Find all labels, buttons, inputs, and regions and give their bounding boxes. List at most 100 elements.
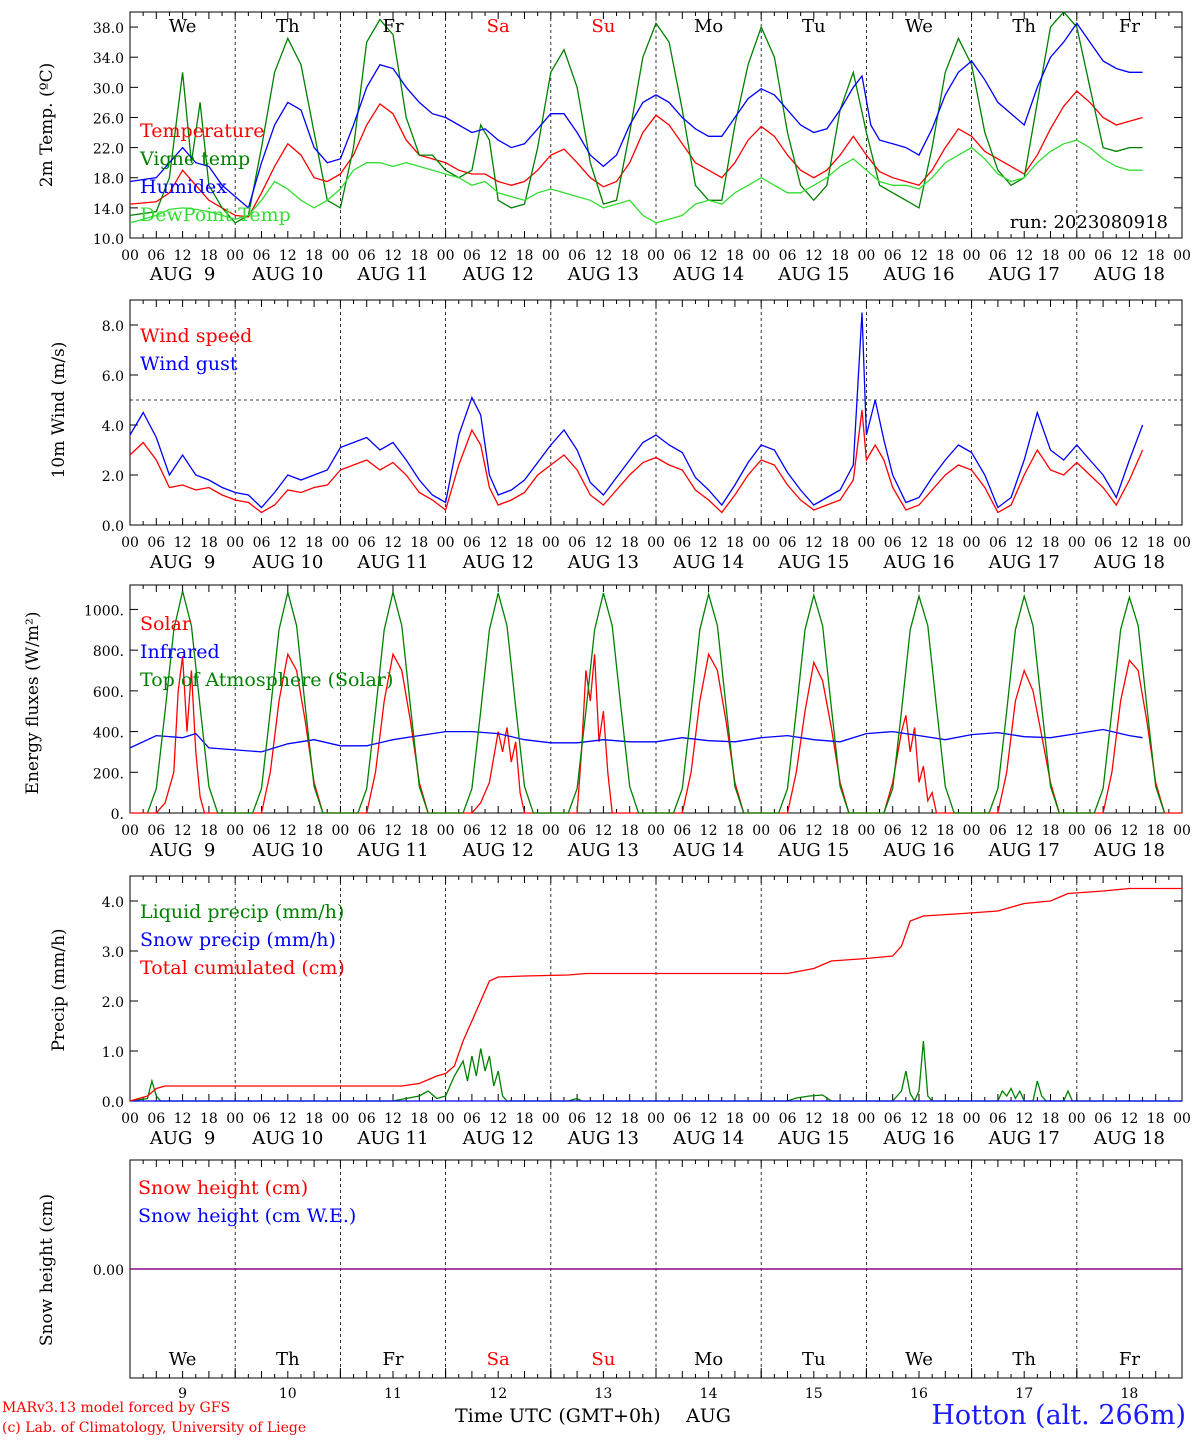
precip-hour-label: 06 [358, 1111, 376, 1127]
wind-date-label: AUG 9 [149, 552, 215, 573]
energy-hour-label: 00 [121, 823, 139, 839]
wind-hour-label: 12 [1120, 535, 1138, 551]
snow-date-number: 15 [805, 1386, 823, 1402]
energy-date-label: AUG 11 [356, 840, 428, 861]
wind-hour-label: 12 [174, 535, 192, 551]
wind-hour-label: 18 [1147, 535, 1165, 551]
wind-hour-label: 06 [673, 535, 691, 551]
precip-hour-label: 00 [226, 1111, 244, 1127]
wind-y-tick-label: 2.0 [102, 469, 124, 485]
temperature-date-label: AUG 18 [1093, 264, 1165, 285]
temperature-hour-label: 18 [1147, 248, 1165, 264]
temperature-hour-label: 06 [358, 248, 376, 264]
temperature-y-tick-label: 26.0 [93, 111, 124, 127]
energy-hour-label: 06 [1094, 823, 1112, 839]
energy-panel: Energy fluxes (W/m²) 00 06 12 18 00 06 12 18 00 0… [23, 584, 1191, 861]
wind-legend-1: Wind gust [140, 353, 238, 375]
precip-hour-label: 12 [805, 1111, 823, 1127]
temperature-hour-label: 00 [1068, 248, 1086, 264]
temperature-weekday-label: Su [591, 16, 615, 37]
temperature-y-tick-label: 30.0 [93, 81, 124, 97]
energy-hour-label: 18 [726, 823, 744, 839]
snow-date-number: 12 [489, 1386, 507, 1402]
energy-hour-label: 18 [1147, 823, 1165, 839]
wind-hour-label: 00 [752, 535, 770, 551]
temperature-hour-label: 12 [910, 248, 928, 264]
wind-date-label: AUG 10 [251, 552, 323, 573]
temperature-hour-label: 00 [857, 248, 875, 264]
wind-hour-label: 12 [489, 535, 507, 551]
energy-date-label: AUG 17 [988, 840, 1060, 861]
energy-hour-label: 00 [1173, 823, 1191, 839]
temperature-series-3 [129, 139, 1143, 224]
precip-hour-label: 12 [910, 1111, 928, 1127]
wind-y-tick-label: 6.0 [102, 369, 124, 385]
temperature-hour-label: 00 [226, 248, 244, 264]
energy-hour-label: 00 [1068, 823, 1086, 839]
precip-y-tick-label: 0.0 [102, 1095, 124, 1111]
energy-legend-1: Infrared [140, 641, 220, 663]
wind-hour-label: 12 [384, 535, 402, 551]
energy-hour-label: 00 [752, 823, 770, 839]
temperature-y-tick-label: 14.0 [93, 202, 124, 218]
wind-hour-label: 00 [226, 535, 244, 551]
temperature-hour-label: 18 [831, 248, 849, 264]
wind-hour-label: 18 [1042, 535, 1060, 551]
snow-date-number: 17 [1015, 1386, 1033, 1402]
energy-hour-label: 06 [358, 823, 376, 839]
temperature-hour-label: 06 [253, 248, 271, 264]
wind-hour-label: 00 [1068, 535, 1086, 551]
temperature-hour-label: 00 [647, 248, 665, 264]
temperature-hour-label: 06 [673, 248, 691, 264]
energy-hour-label: 18 [200, 823, 218, 839]
precip-series-0 [129, 1040, 1182, 1103]
temperature-hour-label: 00 [542, 248, 560, 264]
lab-credit: (c) Lab. of Climatology, University of L… [2, 1420, 307, 1436]
temperature-legend-0: Temperature [140, 120, 264, 142]
precip-hour-label: 18 [200, 1111, 218, 1127]
temperature-hour-label: 12 [594, 248, 612, 264]
temperature-hour-label: 06 [1094, 248, 1112, 264]
precip-hour-label: 00 [1173, 1111, 1191, 1127]
temperature-hour-label: 06 [568, 248, 586, 264]
wind-hour-label: 00 [437, 535, 455, 551]
wind-date-label: AUG 18 [1093, 552, 1165, 573]
temperature-y-tick-label: 34.0 [93, 51, 124, 67]
temperature-weekday-label: We [169, 16, 197, 37]
precip-hour-label: 12 [384, 1111, 402, 1127]
energy-date-label: AUG 18 [1093, 840, 1165, 861]
wind-date-label: AUG 13 [567, 552, 639, 573]
wind-hour-label: 00 [331, 535, 349, 551]
temperature-hour-label: 06 [779, 248, 797, 264]
temperature-hour-label: 06 [989, 248, 1007, 264]
temperature-weekday-label: Tu [802, 16, 826, 37]
precip-hour-label: 00 [963, 1111, 981, 1127]
temperature-hour-label: 18 [410, 248, 428, 264]
temperature-hour-label: 12 [174, 248, 192, 264]
wind-date-label: AUG 15 [777, 552, 849, 573]
precip-date-label: AUG 12 [462, 1128, 534, 1149]
wind-hour-label: 12 [805, 535, 823, 551]
precip-panel: Precip (mm/h) 00 06 12 18 00 06 12 18 00 06 12 18 00… [49, 875, 1191, 1149]
energy-date-label: AUG 15 [777, 840, 849, 861]
wind-plot-frame [129, 299, 1183, 526]
snow-date-number: 9 [178, 1386, 187, 1402]
temperature-date-label: AUG 9 [149, 264, 215, 285]
precip-y-axis-label: Precip (mm/h) [49, 928, 69, 1051]
precip-hour-label: 06 [253, 1111, 271, 1127]
model-credit: MARv3.13 model forced by GFS [2, 1400, 231, 1416]
wind-hour-label: 12 [594, 535, 612, 551]
temperature-weekday-label: Th [276, 16, 300, 37]
precip-hour-label: 12 [594, 1111, 612, 1127]
snow-weekday-label: We [905, 1349, 933, 1370]
wind-hour-label: 00 [121, 535, 139, 551]
energy-y-tick-label: 800. [93, 644, 124, 660]
wind-date-label: AUG 16 [882, 552, 954, 573]
wind-legend-0: Wind speed [140, 325, 252, 347]
precip-date-label: AUG 11 [356, 1128, 428, 1149]
temperature-y-tick-label: 38.0 [93, 21, 124, 37]
wind-hour-label: 18 [200, 535, 218, 551]
precip-date-label: AUG 18 [1093, 1128, 1165, 1149]
temperature-hour-label: 18 [305, 248, 323, 264]
temperature-hour-label: 06 [884, 248, 902, 264]
